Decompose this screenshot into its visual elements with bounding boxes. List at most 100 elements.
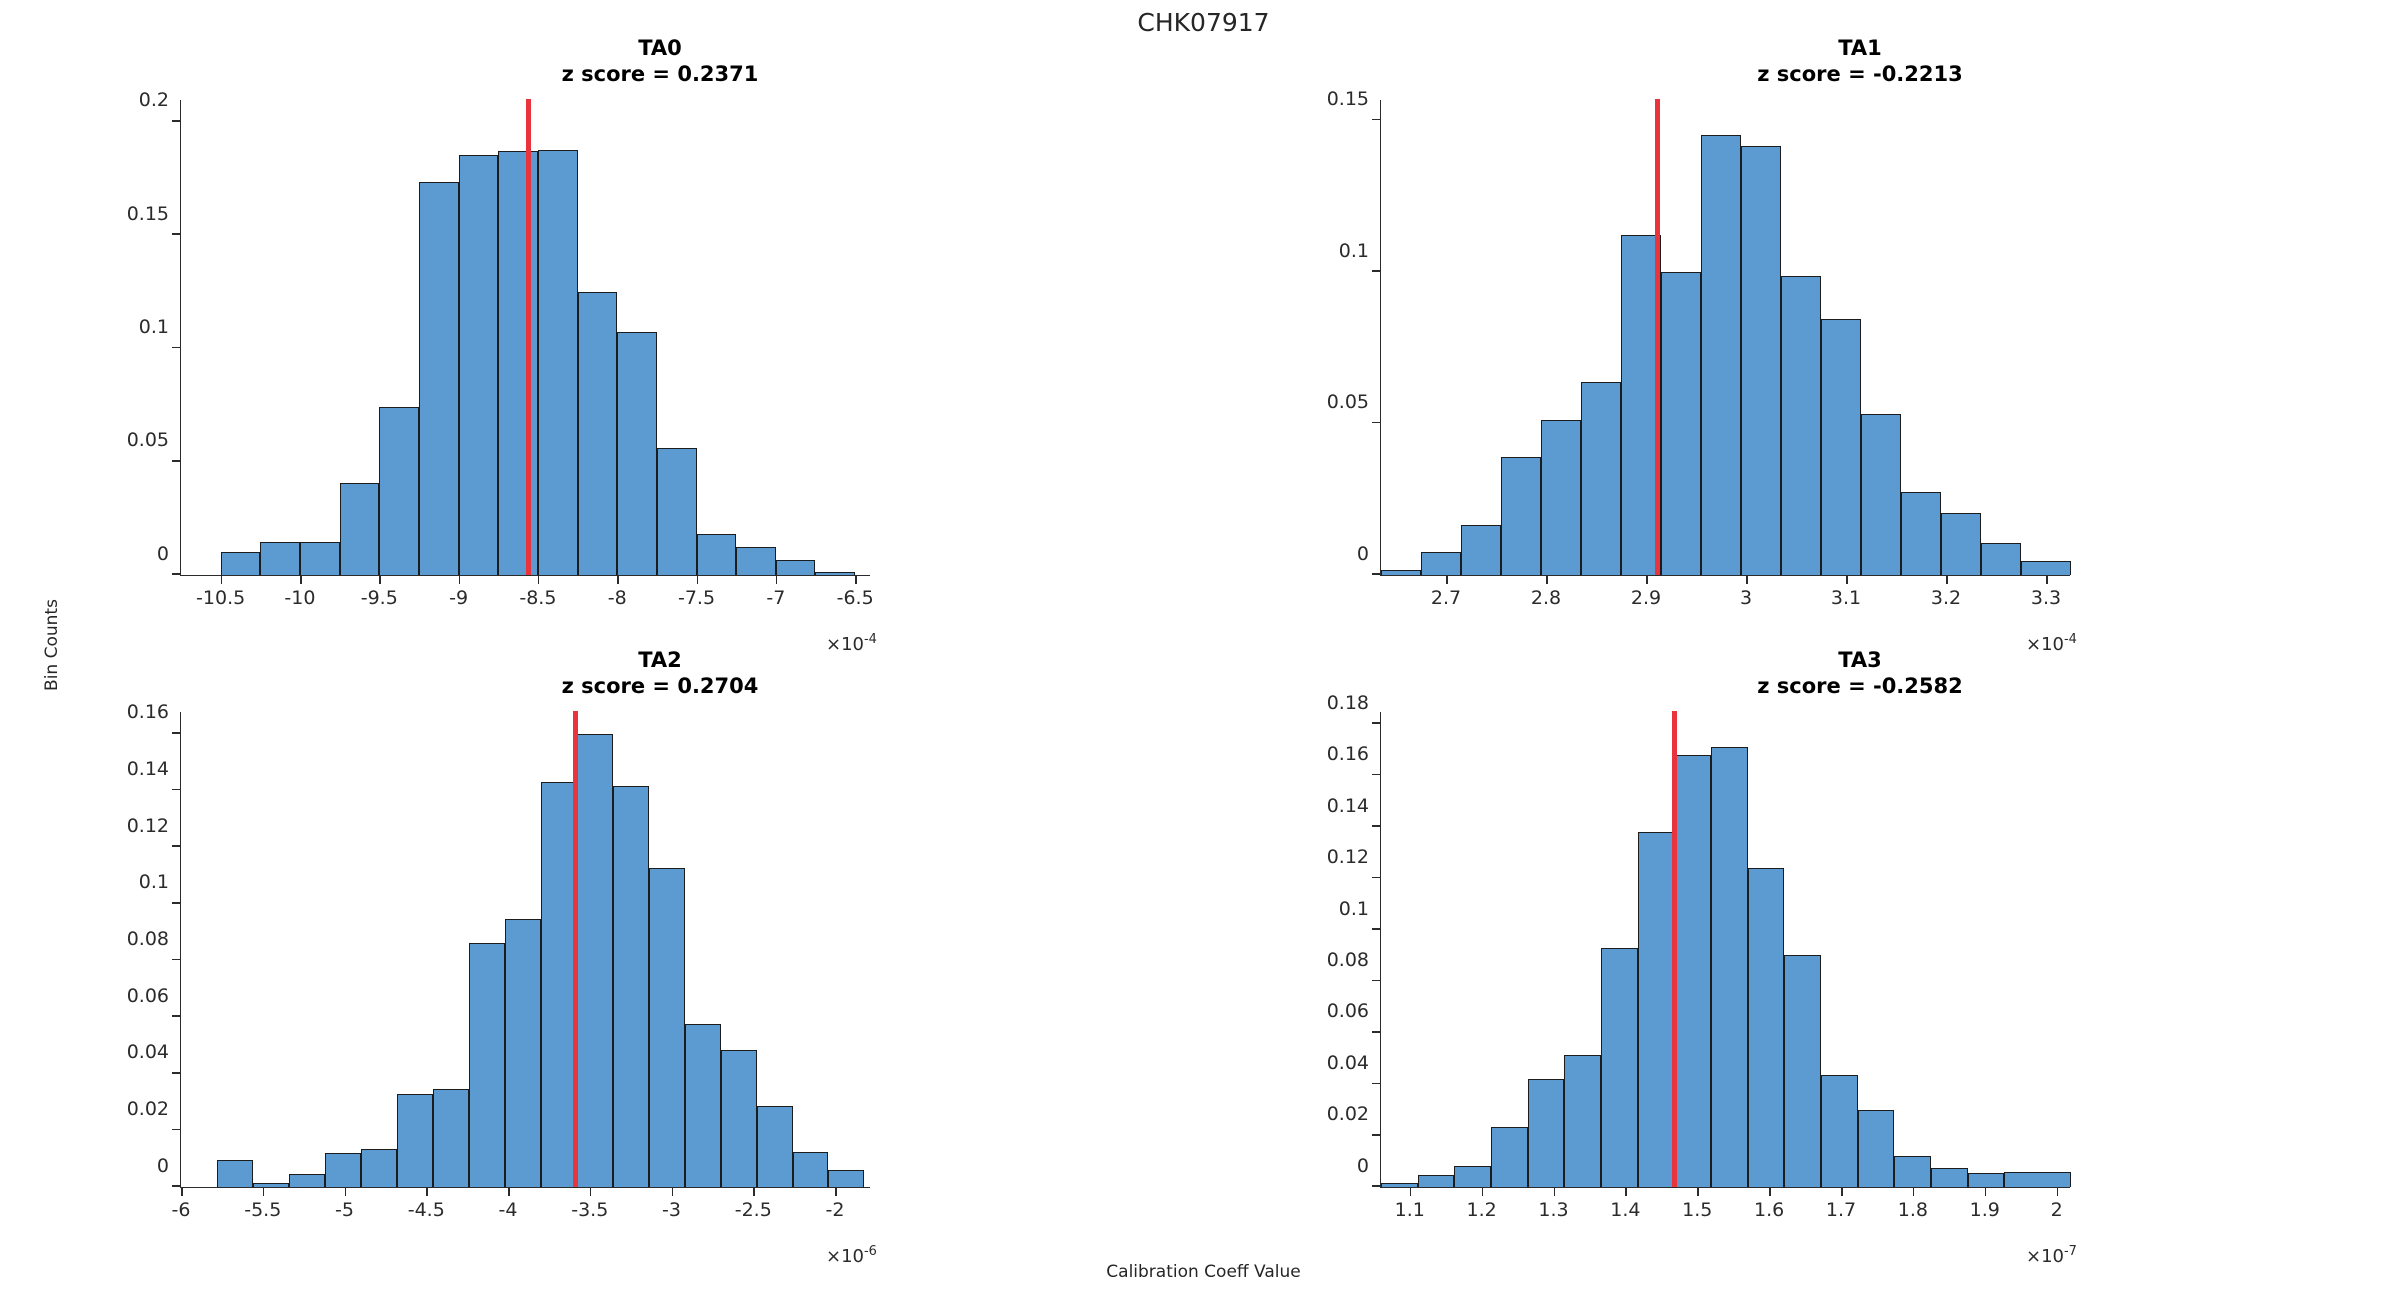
histogram-bar [288, 1174, 325, 1187]
y-axis-tick-label: 0.16 [1326, 743, 1369, 766]
x-axis-tick [1446, 575, 1448, 584]
histogram-bar [468, 943, 505, 1187]
histogram-bar [648, 868, 685, 1187]
x-axis-tick [696, 575, 699, 584]
measured-value-marker [573, 711, 579, 1187]
y-axis-tick-label: 0.2 [138, 89, 169, 112]
x-axis-tick-label: -5 [335, 1199, 354, 1221]
histogram-bar [1490, 1126, 1528, 1187]
histogram-bar [828, 1170, 865, 1187]
x-axis-tick-label: -5.5 [244, 1199, 282, 1221]
histogram-bar [577, 291, 618, 575]
y-axis-tick-label: 0.1 [138, 871, 169, 894]
y-axis-tick-label: 0.15 [126, 202, 169, 225]
x-axis-tick-label: -8 [607, 587, 627, 609]
subplot-ta3-x-exponent: ×10-7 [2026, 1244, 2077, 1267]
x-axis-tick-label: 1.4 [1610, 1199, 1641, 1221]
y-axis-tick-label: 0.06 [1326, 1000, 1369, 1023]
histogram-bar [1821, 318, 1861, 575]
histogram-bar [537, 150, 578, 575]
y-axis-tick [172, 1185, 181, 1187]
histogram-bar [1894, 1156, 1931, 1187]
x-axis-tick-label: -3 [662, 1199, 681, 1221]
x-axis-tick-label: -4 [498, 1199, 518, 1221]
x-axis-tick [1841, 1187, 1843, 1196]
figure-suptitle: CHK07917 [1137, 8, 1270, 37]
y-axis-tick [172, 902, 181, 904]
x-axis-tick [753, 1187, 755, 1196]
histogram-bar [1901, 491, 1941, 575]
histogram-bar [1741, 146, 1781, 575]
x-axis-tick [1481, 1187, 1484, 1196]
x-axis-tick-label: -9 [449, 587, 469, 609]
subplot-ta0-plot-area: 0 0.05 0.1 0.15 0.2 -10.5 -10 -9.5 -9 -8.5 -8 -7.5 -… [127, 89, 874, 609]
x-axis-tick [2056, 1187, 2059, 1196]
x-axis-tick-label: -7.5 [677, 587, 716, 609]
histogram-bar [504, 919, 541, 1187]
x-axis-tick-label: 1.8 [1897, 1199, 1928, 1221]
x-axis-tick-label: 1.9 [1969, 1199, 2000, 1221]
histogram-bar [656, 448, 697, 575]
histogram-bar [1581, 382, 1621, 575]
x-axis-tick-label: 2.7 [1430, 587, 1462, 609]
subplot-ta0-title-name: TA0 [638, 36, 682, 60]
y-axis-tick [172, 788, 181, 791]
histogram-bar [1941, 512, 1981, 575]
x-axis-tick-label: -8.5 [519, 587, 557, 609]
x-axis-tick-label: -7 [766, 587, 786, 609]
y-axis-tick [1372, 1133, 1381, 1136]
subplot-ta2-bars [181, 711, 870, 1187]
histogram-bar [1857, 1109, 1895, 1187]
y-axis-tick-label: 0.08 [126, 928, 169, 951]
histogram-bar [1501, 456, 1541, 575]
subplot-ta1: TA1 z score = -0.2213 0 0.05 0.1 0.15 2.7 2.8… [1320, 36, 2400, 655]
histogram-bar [1527, 1078, 1565, 1187]
y-axis-tick-label: 0.1 [1338, 239, 1369, 262]
x-axis-tick-label: -4.5 [407, 1199, 445, 1221]
x-axis-tick-label: 1.7 [1825, 1199, 1857, 1221]
y-axis-tick-label: 0.02 [126, 1098, 169, 1121]
histogram-bar [339, 483, 380, 575]
histogram-bar [324, 1153, 361, 1187]
subplot-ta1-title: TA1 z score = -0.2213 [1320, 36, 2400, 87]
y-axis-tick [172, 845, 181, 847]
subplot-ta2-plot-area: 0 0.02 0.04 0.06 0.08 0.1 0.12 0.14 0.16 -6 -5.5 -5… [127, 701, 870, 1221]
x-axis-tick [1546, 575, 1548, 584]
x-axis-tick-label: 2.9 [1630, 587, 1662, 609]
y-axis-tick-label: 0 [1356, 542, 1369, 565]
x-axis-tick-label: -6 [171, 1199, 191, 1221]
y-axis-tick [1372, 928, 1381, 930]
x-axis-tick [1846, 575, 1848, 584]
x-axis-tick-label: -3.5 [571, 1199, 609, 1221]
y-axis-tick-label: 0.15 [1326, 88, 1369, 111]
y-axis-tick-label: 0.16 [126, 701, 169, 724]
y-axis-tick-label: 0.06 [126, 984, 169, 1007]
y-axis-tick-label: 0 [156, 1154, 169, 1177]
histogram-bar [360, 1148, 397, 1187]
histogram-bar [612, 786, 649, 1187]
subplot-ta3-bars [1381, 711, 2071, 1187]
histogram-bar [1454, 1166, 1491, 1187]
x-axis-tick [220, 575, 223, 584]
y-axis-tick-label: 0.04 [1326, 1051, 1369, 1074]
histogram-bar [1674, 754, 1711, 1187]
x-axis-tick [589, 1187, 592, 1196]
x-axis-tick-label: -9.5 [360, 587, 398, 609]
subplot-ta2-title-name: TA2 [638, 648, 682, 672]
histogram-bar [1461, 524, 1501, 575]
subplot-ta3-title: TA3 z score = -0.2582 [1320, 648, 2400, 699]
histogram-bar [216, 1160, 253, 1187]
x-axis-tick [508, 1187, 510, 1196]
x-axis-tick [1625, 1187, 1627, 1196]
histogram-bar [1861, 414, 1901, 575]
subplot-ta0-title: TA0 z score = 0.2371 [120, 36, 1200, 87]
x-axis-tick [1946, 575, 1948, 584]
x-axis-tick-label: -2.5 [734, 1199, 772, 1221]
histogram-bar [576, 733, 613, 1187]
x-axis-tick [855, 575, 857, 584]
y-axis-tick-label: 0.1 [138, 316, 169, 339]
x-axis-tick-label: 1.5 [1682, 1199, 1713, 1221]
y-axis-tick [172, 958, 181, 961]
y-axis-tick-label: 0.18 [1326, 691, 1369, 714]
x-axis-tick [458, 575, 461, 584]
